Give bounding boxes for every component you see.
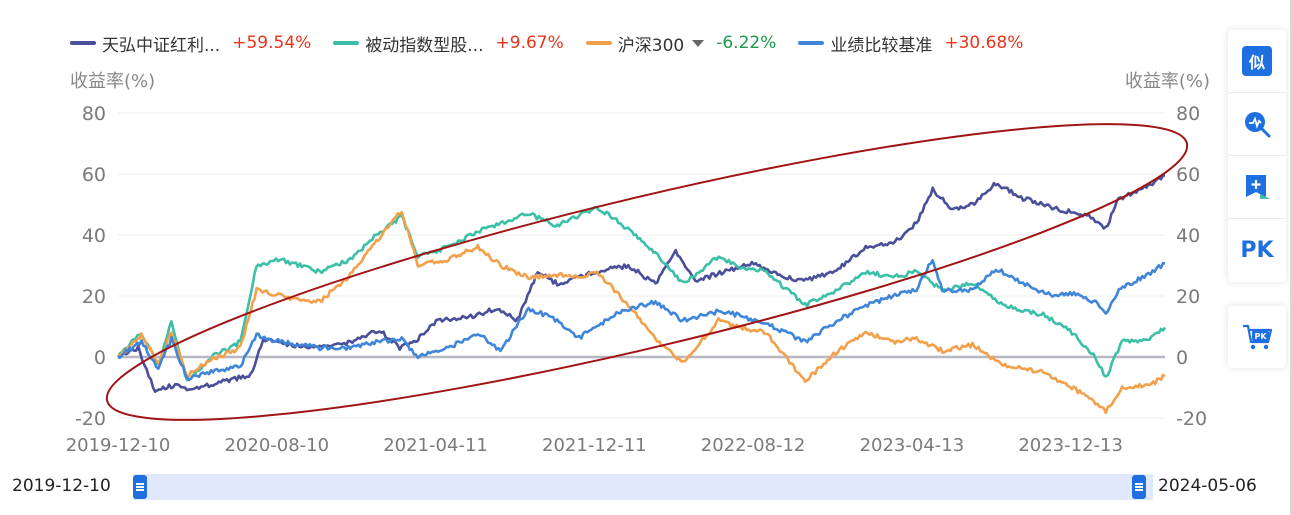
series-line <box>117 210 1166 415</box>
legend-swatch <box>585 41 612 45</box>
legend-label: 天弘中证红利... <box>102 35 221 56</box>
x-axis: 2019-12-10 2020-08-10 2021-04-11 2021-12-11… <box>66 435 1123 456</box>
legend-swatch <box>70 41 96 45</box>
range-end-handle[interactable] <box>1132 475 1146 499</box>
chart-grid <box>118 112 1165 419</box>
dropdown-caret-icon[interactable] <box>692 39 705 47</box>
legend-label: 业绩比较基准 <box>830 35 933 56</box>
y-tick-label: 20 <box>82 286 106 308</box>
range-track[interactable] <box>133 474 1153 500</box>
trend-search-button[interactable] <box>1228 92 1286 155</box>
legend-label: 被动指数型股... <box>365 35 484 56</box>
series-group <box>116 174 1167 415</box>
y-tick-label: 40 <box>82 225 106 247</box>
legend-item[interactable]: 被动指数型股... +9.67% <box>333 31 564 56</box>
add-compare-icon <box>1246 175 1270 199</box>
date-range-slider: 2019-12-10 2024-05-06 <box>0 470 1292 504</box>
range-start-handle[interactable] <box>133 475 147 499</box>
y-axis-title-left: 收益率(%) <box>70 71 155 92</box>
legend-change: +9.67% <box>495 33 564 53</box>
add-compare-button[interactable] <box>1228 155 1286 218</box>
x-tick-label: 2019-12-10 <box>66 435 171 456</box>
similar-icon: 似 <box>1242 46 1272 76</box>
y-axis-title-right: 收益率(%) <box>1125 71 1210 92</box>
y-tick-label: 80 <box>82 103 106 125</box>
range-start-date: 2019-12-10 <box>12 476 111 496</box>
x-tick-label: 2022-08-12 <box>701 435 806 456</box>
series-line <box>116 205 1167 382</box>
y-tick-label: 40 <box>1176 225 1200 247</box>
legend-item[interactable]: 天弘中证红利... +59.54% <box>70 31 311 56</box>
pk-cart-button[interactable]: PK <box>1228 306 1286 368</box>
pk-icon: PK <box>1240 237 1274 263</box>
y-tick-label: 20 <box>1176 286 1200 308</box>
y-axis-left: 收益率(%) 80 60 40 20 0 -20 <box>70 71 155 430</box>
trend-search-icon <box>1245 112 1271 138</box>
page-edge-divider <box>1290 0 1292 515</box>
chart-legend: 天弘中证红利... +59.54% 被动指数型股... +9.67% 沪深300 -6.2… <box>70 30 1045 56</box>
y-tick-label: 80 <box>1176 103 1200 125</box>
legend-swatch <box>333 41 360 45</box>
x-tick-label: 2023-04-13 <box>860 435 965 456</box>
similar-button[interactable]: 似 <box>1228 30 1286 92</box>
annotation-group <box>105 123 1189 421</box>
side-toolbar: 似 PK <box>1228 30 1286 282</box>
annotation-ellipse <box>105 123 1189 421</box>
y-tick-label: 60 <box>82 164 106 186</box>
legend-change: +30.68% <box>944 33 1024 53</box>
legend-item[interactable]: 沪深300 -6.22% <box>585 31 777 56</box>
y-tick-label: 60 <box>1176 164 1200 186</box>
legend-change: -6.22% <box>716 33 777 53</box>
x-tick-label: 2020-08-10 <box>224 435 329 456</box>
pk-button[interactable]: PK <box>1228 218 1286 281</box>
y-tick-label: -20 <box>1176 408 1207 430</box>
line-chart: 收益率(%) 80 60 40 20 0 -20 收益率(%) 80 60 40 20 0 -20 20… <box>66 71 1210 456</box>
range-end-date: 2024-05-06 <box>1158 476 1257 496</box>
y-tick-label: 0 <box>94 347 106 369</box>
legend-swatch <box>798 41 825 45</box>
x-tick-label: 2021-04-11 <box>383 435 488 456</box>
x-tick-label: 2023-12-13 <box>1018 435 1123 456</box>
legend-label: 沪深300 <box>617 35 685 56</box>
pk-cart-icon: PK <box>1243 324 1273 350</box>
y-tick-label: -20 <box>75 408 106 430</box>
y-axis-right: 收益率(%) 80 60 40 20 0 -20 <box>1125 71 1210 430</box>
y-tick-label: 0 <box>1176 347 1188 369</box>
x-tick-label: 2021-12-11 <box>542 435 647 456</box>
pk-cart-label: PK <box>1254 332 1267 341</box>
legend-change: +59.54% <box>232 33 312 53</box>
legend-item[interactable]: 业绩比较基准 +30.68% <box>798 31 1023 56</box>
series-line <box>117 174 1166 393</box>
series-line <box>117 259 1166 382</box>
